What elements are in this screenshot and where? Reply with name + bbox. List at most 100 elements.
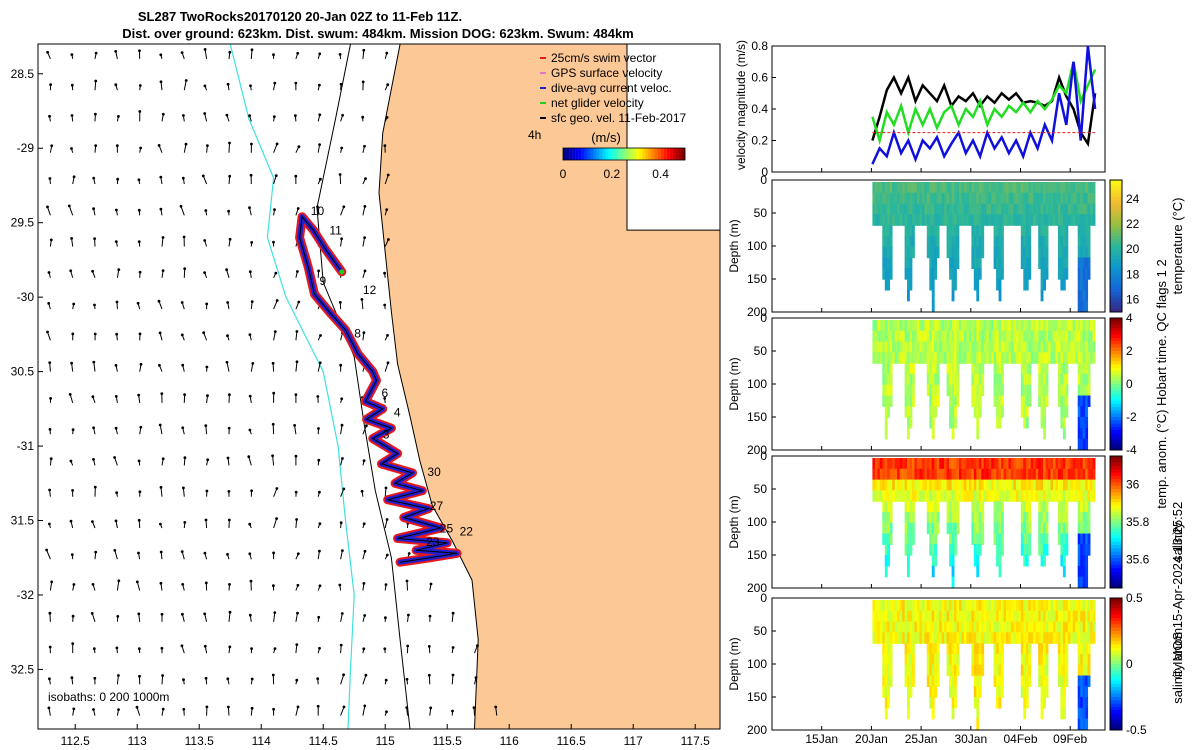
current-arrowhead bbox=[90, 612, 94, 615]
section-cell bbox=[1043, 395, 1046, 407]
section-cell bbox=[884, 707, 888, 720]
section-cell bbox=[1013, 182, 1017, 194]
current-arrowhead bbox=[271, 422, 275, 426]
section-cell bbox=[872, 632, 876, 644]
section-cell bbox=[887, 341, 891, 354]
section-cell bbox=[909, 214, 913, 226]
section-cell bbox=[1085, 511, 1089, 524]
section-cell bbox=[1082, 268, 1086, 280]
colorbar-cell bbox=[1110, 581, 1122, 586]
section-cell bbox=[1028, 610, 1032, 623]
section-cell bbox=[897, 192, 900, 205]
section-cell bbox=[1077, 576, 1081, 589]
section-cell bbox=[909, 384, 913, 397]
current-arrowhead bbox=[295, 330, 299, 333]
section-cell bbox=[1020, 686, 1024, 698]
section-cell bbox=[1087, 643, 1091, 655]
section-cell bbox=[884, 544, 888, 556]
current-arrowhead bbox=[114, 364, 118, 367]
section-cell bbox=[951, 468, 955, 481]
current-arrow bbox=[202, 175, 208, 185]
section-cell bbox=[1057, 320, 1061, 332]
current-arrowhead bbox=[405, 706, 409, 709]
section-cell bbox=[939, 479, 943, 492]
section-cell bbox=[1038, 653, 1042, 666]
current-arrowhead bbox=[184, 79, 188, 82]
section-cell bbox=[973, 544, 977, 556]
section-cell bbox=[924, 458, 928, 470]
section-cell bbox=[1025, 653, 1029, 666]
section-cell bbox=[1080, 565, 1084, 578]
section-cell bbox=[1077, 686, 1081, 698]
section-cell bbox=[929, 182, 933, 194]
section-cell bbox=[1010, 610, 1014, 623]
section-cell bbox=[884, 257, 888, 269]
section-cell bbox=[1082, 632, 1086, 644]
current-arrowhead bbox=[71, 489, 74, 492]
section-cell bbox=[949, 246, 952, 259]
section-cell bbox=[951, 544, 955, 556]
section-cell bbox=[1090, 214, 1093, 226]
section-cell bbox=[919, 479, 923, 492]
current-arrowhead bbox=[296, 705, 300, 709]
colorbar-cell bbox=[1110, 360, 1122, 365]
colorbar-cell bbox=[1110, 723, 1122, 728]
section-cell bbox=[1085, 246, 1089, 259]
current-arrowhead bbox=[114, 83, 118, 87]
section-cell bbox=[988, 458, 992, 470]
current-arrowhead bbox=[71, 642, 75, 645]
section-cell bbox=[894, 214, 898, 226]
section-cell bbox=[993, 632, 997, 644]
section-cell bbox=[978, 384, 982, 397]
section-cell bbox=[1085, 330, 1089, 343]
colorbar-cell bbox=[1110, 644, 1122, 648]
section-cell bbox=[1055, 192, 1059, 205]
section-cell bbox=[946, 522, 950, 535]
section-cell bbox=[1085, 300, 1089, 313]
section-y-tick-label: 100 bbox=[747, 657, 767, 671]
section-cell bbox=[1010, 203, 1014, 216]
section-cell bbox=[916, 490, 920, 502]
section-cell bbox=[968, 214, 972, 226]
section-cell bbox=[1023, 686, 1027, 698]
section-cell bbox=[1018, 192, 1022, 205]
current-arrow bbox=[114, 550, 118, 560]
section-cell bbox=[998, 225, 1002, 237]
current-arrow bbox=[340, 613, 343, 622]
section-cell bbox=[1023, 458, 1027, 470]
section-cell bbox=[897, 610, 900, 623]
section-cell bbox=[926, 235, 930, 248]
section-cell bbox=[931, 600, 935, 612]
velocity-series-line bbox=[871, 61, 1097, 146]
section-cell bbox=[924, 600, 928, 612]
current-arrow bbox=[317, 362, 321, 372]
current-arrow bbox=[160, 487, 163, 497]
section-cell bbox=[954, 279, 957, 291]
current-arrowhead bbox=[227, 518, 231, 522]
section-cell bbox=[973, 246, 977, 259]
section-cell bbox=[993, 320, 997, 332]
section-cell bbox=[1062, 544, 1066, 556]
section-cell bbox=[978, 479, 982, 492]
section-cell bbox=[934, 643, 938, 655]
current-arrowhead bbox=[383, 397, 387, 400]
section-cell bbox=[1006, 490, 1009, 502]
section-cell bbox=[897, 621, 900, 634]
section-cell bbox=[1045, 373, 1049, 386]
section-cell bbox=[941, 352, 945, 364]
section-y-tick-label: 100 bbox=[747, 515, 767, 529]
section-cell bbox=[909, 664, 913, 677]
colorbar-cell bbox=[1110, 364, 1122, 368]
y-tick-label: 32.5 bbox=[11, 662, 35, 676]
section-cell bbox=[882, 600, 886, 612]
section-cell bbox=[882, 373, 886, 386]
section-cell bbox=[1023, 384, 1027, 397]
section-cell bbox=[907, 555, 910, 567]
section-cell bbox=[986, 330, 990, 343]
section-cell bbox=[887, 268, 891, 280]
section-cell bbox=[1053, 182, 1056, 194]
section-cell bbox=[988, 490, 992, 502]
section-cell bbox=[926, 511, 930, 524]
section-cell bbox=[909, 511, 913, 524]
